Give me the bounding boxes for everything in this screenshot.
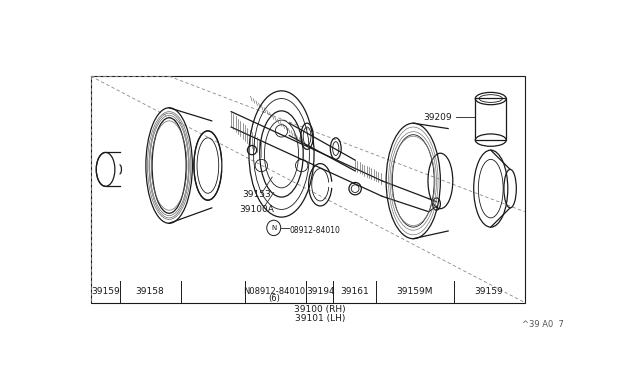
- Text: N08912-84010: N08912-84010: [243, 286, 305, 295]
- Text: 39161: 39161: [340, 286, 369, 295]
- Text: 39100 (RH): 39100 (RH): [294, 305, 346, 314]
- Text: ^39 A0  7: ^39 A0 7: [522, 320, 564, 330]
- Text: 39158: 39158: [136, 286, 164, 295]
- Bar: [476, 98, 506, 140]
- Text: 39159: 39159: [92, 286, 120, 295]
- Text: 39159: 39159: [474, 286, 503, 295]
- Bar: [91, 76, 525, 302]
- Text: 39209: 39209: [424, 112, 452, 122]
- Text: N: N: [271, 225, 276, 231]
- Text: (6): (6): [268, 294, 280, 303]
- Text: 39153: 39153: [243, 189, 271, 199]
- Text: 39194: 39194: [306, 286, 335, 295]
- Text: 08912-84010: 08912-84010: [289, 227, 340, 235]
- Text: 39101 (LH): 39101 (LH): [295, 314, 346, 323]
- Text: 39159M: 39159M: [397, 286, 433, 295]
- Text: 39100A: 39100A: [239, 205, 274, 214]
